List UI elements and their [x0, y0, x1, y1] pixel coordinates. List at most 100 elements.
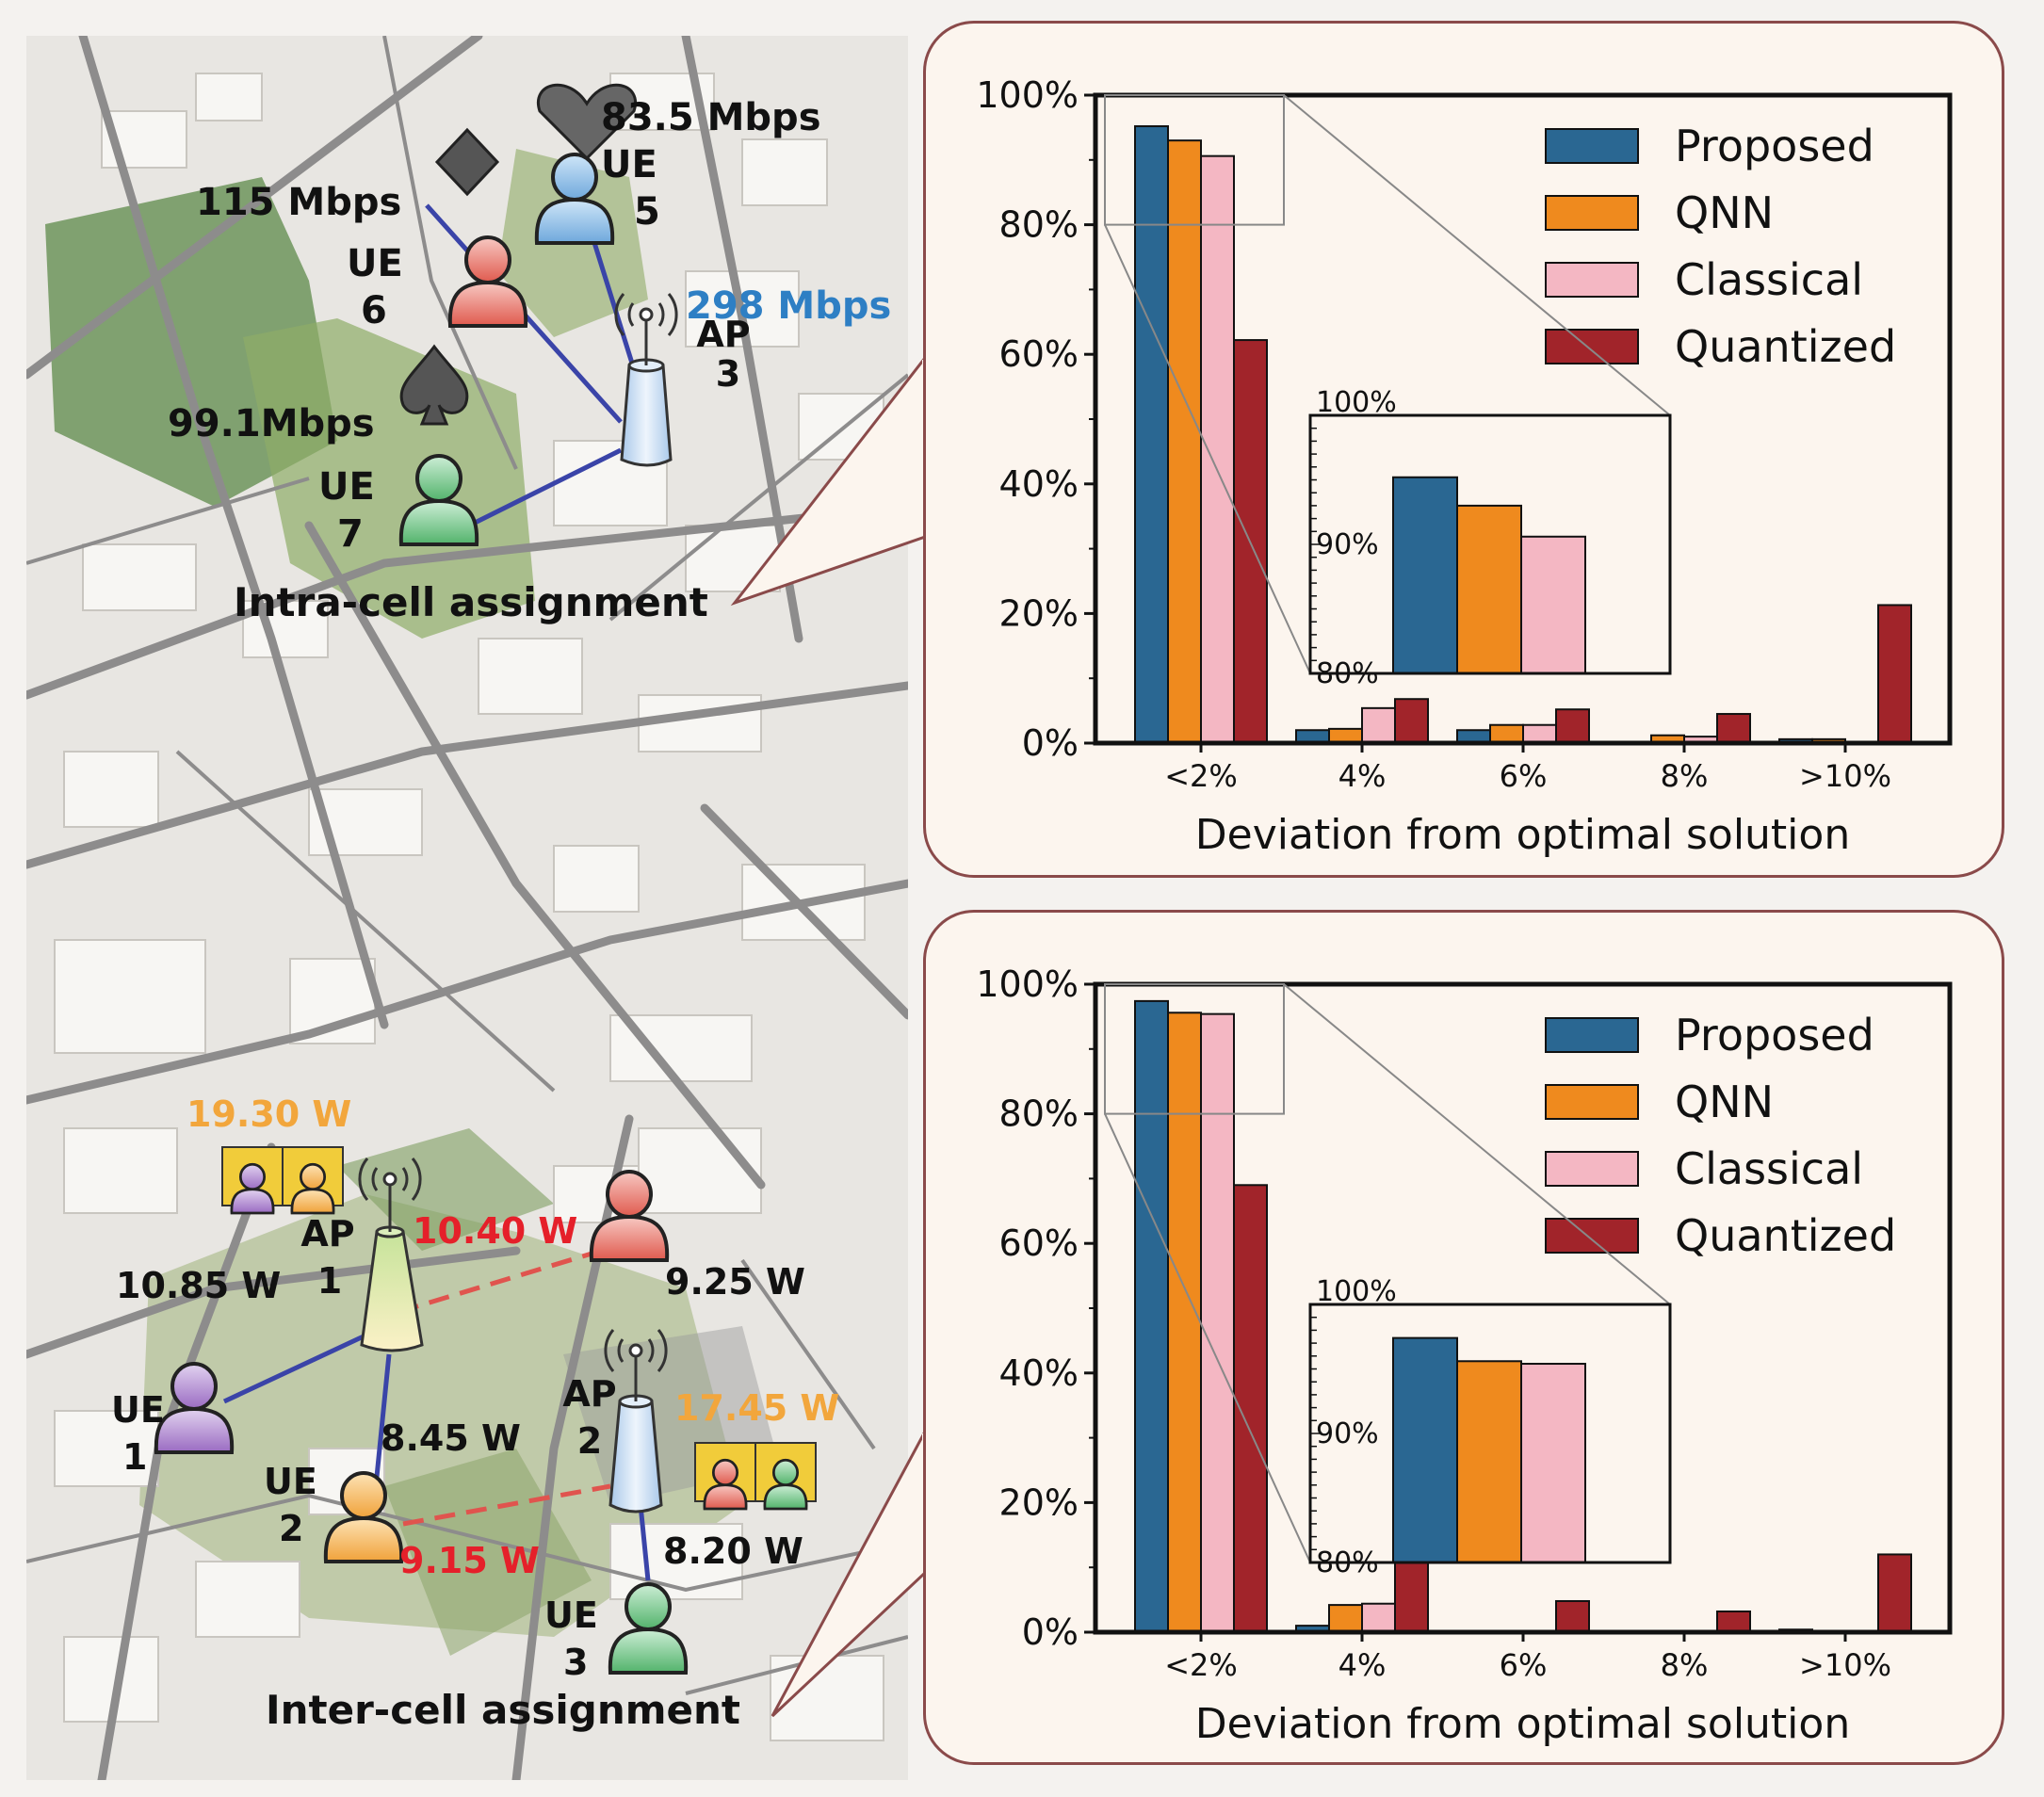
- intra-cell-caption: Intra-cell assignment: [234, 579, 708, 625]
- bar-quantized-1: [1394, 698, 1429, 745]
- x-tick-label: 6%: [1500, 758, 1548, 794]
- inset-bar-classical: [1520, 1363, 1586, 1563]
- bar-qnn-1: [1328, 1604, 1363, 1634]
- inset-y-tick-label: 80%: [1316, 1546, 1379, 1579]
- x-tick-label: >10%: [1799, 1647, 1891, 1683]
- ue-6-rate: 115 Mbps: [196, 181, 401, 224]
- zoom-guide: [1104, 224, 1311, 674]
- legend-label-classical: Classical: [1675, 1143, 1863, 1194]
- bar-quantized-1: [1394, 1560, 1429, 1634]
- legend-label-quantized: Quantized: [1675, 1210, 1896, 1261]
- inset-y-tick-label: 90%: [1316, 1417, 1379, 1450]
- legend-swatch-quantized: [1545, 329, 1639, 364]
- legend-swatch-quantized: [1545, 1218, 1639, 1254]
- x-tick-label: <2%: [1164, 758, 1238, 794]
- bar-quantized-3: [1716, 713, 1751, 744]
- bar-classical-2: [1522, 723, 1557, 745]
- diamond-icon: [434, 127, 500, 197]
- bar-quantized-4: [1877, 1553, 1912, 1633]
- x-tick-label: >10%: [1799, 758, 1891, 794]
- ue-top-interference: 10.40 W: [413, 1210, 577, 1252]
- y-tick-label: 100%: [976, 74, 1079, 116]
- ap-3-index: 3: [716, 353, 740, 395]
- legend-swatch-proposed: [1545, 1017, 1639, 1053]
- ap-1-user-badge: [221, 1146, 344, 1215]
- ap-1-power: 19.30 W: [187, 1093, 351, 1135]
- bar-qnn-0: [1167, 1012, 1202, 1634]
- inter-cell-links: [222, 1212, 651, 1581]
- y-tick-label: 20%: [999, 592, 1079, 634]
- ue-2-power: 8.45 W: [381, 1417, 521, 1459]
- inset-bar-qnn: [1456, 504, 1522, 674]
- y-tick-label: 40%: [999, 463, 1079, 505]
- y-tick-label: 60%: [999, 1222, 1079, 1264]
- bar-qnn-0: [1167, 139, 1202, 745]
- ap-3-rate: 298 Mbps: [686, 284, 891, 328]
- ap-1-icon: [358, 1158, 424, 1352]
- ue-3-power: 8.20 W: [663, 1530, 803, 1572]
- x-tick-label: 8%: [1661, 1647, 1709, 1683]
- ap-3-label: AP: [696, 314, 750, 355]
- ue-7-rate: 99.1Mbps: [168, 402, 375, 445]
- zoom-guide: [1283, 94, 1671, 416]
- ue-5-index: 5: [634, 190, 660, 234]
- legend-swatch-qnn: [1545, 195, 1639, 231]
- inset-bar-classical: [1520, 535, 1586, 675]
- map-panel: AP 3 298 Mbps UE 5 83.5 Mbps UE 6 115 Mb…: [26, 36, 908, 1780]
- zoom-box: [1104, 983, 1285, 1115]
- ap-2-icon: [604, 1329, 668, 1514]
- bar-classical-1: [1361, 706, 1396, 745]
- ue-7-label: UE: [318, 465, 375, 509]
- ue-3-label: UE: [544, 1595, 598, 1636]
- x-tick-label: 4%: [1338, 1647, 1387, 1683]
- y-tick-label: 0%: [1022, 1611, 1079, 1653]
- y-tick-label: 80%: [999, 204, 1079, 246]
- legend-label-qnn: QNN: [1675, 187, 1774, 238]
- bar-classical-0: [1200, 154, 1235, 744]
- y-tick-label: 100%: [976, 963, 1079, 1005]
- x-tick-label: 4%: [1338, 758, 1387, 794]
- legend-swatch-proposed: [1545, 128, 1639, 164]
- ue-top-power: 9.25 W: [665, 1261, 805, 1303]
- ap-2-user-badge: [694, 1442, 817, 1511]
- y-tick-label: 0%: [1022, 722, 1079, 764]
- bar-qnn-2: [1489, 723, 1524, 745]
- ue-1-label: UE: [111, 1389, 165, 1431]
- x-tick-label: 8%: [1661, 758, 1709, 794]
- chart-inter-cell: 0% 20% 40% 60% 80% 100% <2% 4% 6% 8% >10% Deviation…: [976, 963, 1953, 1748]
- inset-y-tick-label: 80%: [1316, 657, 1379, 690]
- heart-icon: [536, 83, 638, 161]
- bar-proposed-0: [1134, 125, 1169, 745]
- ue-2-interference: 9.15 W: [399, 1540, 540, 1581]
- bar-quantized-4: [1877, 604, 1912, 744]
- ue-6-index: 6: [361, 289, 387, 332]
- x-axis-label: Deviation from optimal solution: [1195, 1700, 1850, 1748]
- zoom-guide: [1283, 983, 1671, 1305]
- ap-1-index: 1: [317, 1260, 342, 1302]
- callout-chart-top: 0% 20% 40% 60% 80% 100% <2% 4% 6% 8% >10% Deviation…: [923, 21, 2004, 878]
- callout-chart-bottom: 0% 20% 40% 60% 80% 100% <2% 4% 6% 8% >10% Deviation…: [923, 910, 2004, 1765]
- zoom-guide: [1104, 1113, 1311, 1563]
- y-tick-label: 60%: [999, 333, 1079, 375]
- bar-quantized-3: [1716, 1610, 1751, 1634]
- inset-bar-proposed: [1392, 476, 1458, 675]
- ap-2-power: 17.45 W: [674, 1387, 839, 1429]
- legend-swatch-classical: [1545, 1151, 1639, 1187]
- ue-3-index: 3: [563, 1642, 588, 1683]
- ue-7-index: 7: [337, 512, 364, 556]
- x-axis-label: Deviation from optimal solution: [1195, 811, 1850, 859]
- x-tick-label: 6%: [1500, 1647, 1548, 1683]
- inset-bar-qnn: [1456, 1360, 1522, 1563]
- inset-y-tick-label: 100%: [1316, 386, 1397, 419]
- bar-proposed-0: [1134, 999, 1169, 1633]
- legend-label-proposed: Proposed: [1675, 1010, 1874, 1060]
- ap-3-icon: [614, 293, 678, 467]
- legend-label-quantized: Quantized: [1675, 321, 1896, 372]
- ap-2-index: 2: [577, 1420, 602, 1462]
- ue-1-power: 10.85 W: [116, 1265, 281, 1306]
- y-tick-label: 40%: [999, 1352, 1079, 1394]
- x-tick-label: <2%: [1164, 1647, 1238, 1683]
- bar-quantized-2: [1555, 1599, 1590, 1634]
- y-tick-label: 80%: [999, 1093, 1079, 1135]
